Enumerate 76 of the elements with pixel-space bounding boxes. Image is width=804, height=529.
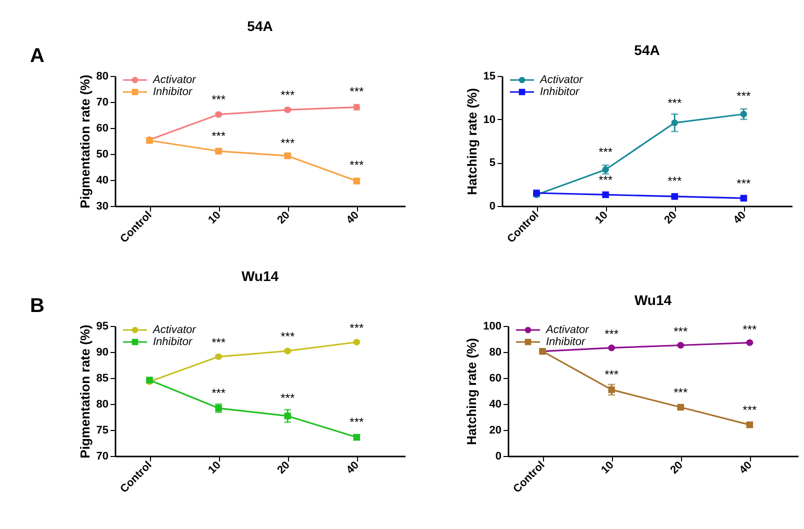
- x-tick-label: 10: [593, 209, 610, 226]
- y-tick-label: 60: [96, 122, 108, 134]
- chart-title: Wu14: [634, 292, 672, 308]
- annotation: ***: [350, 414, 364, 429]
- annotation: ***: [604, 326, 619, 341]
- legend-label: Inhibitor: [153, 336, 194, 348]
- chart-title: 54A: [247, 18, 273, 34]
- annotation: ***: [598, 172, 613, 187]
- annotation: ***: [212, 128, 226, 143]
- y-tick-label: 10: [483, 114, 496, 126]
- y-tick-label: 0: [489, 200, 496, 212]
- annotation: ***: [742, 322, 757, 337]
- y-axis-title: Pigmentation rate (%): [77, 324, 92, 458]
- y-tick-label: 60: [489, 372, 502, 384]
- annotation: ***: [280, 88, 295, 102]
- annotation: ***: [668, 174, 682, 188]
- x-tick-label: 20: [662, 209, 680, 226]
- legend-label: Activator: [545, 324, 590, 336]
- annotation: ***: [736, 88, 751, 103]
- y-tick-label: 0: [495, 450, 502, 462]
- y-tick-label: 75: [96, 424, 108, 436]
- annotation: ***: [598, 145, 613, 160]
- y-tick-label: 40: [489, 398, 502, 410]
- y-tick-label: 30: [96, 200, 108, 212]
- annotation: ***: [604, 367, 619, 382]
- annotation: ***: [742, 403, 757, 417]
- y-tick-label: 40: [96, 174, 108, 186]
- x-tick-label: 10: [599, 459, 616, 476]
- x-tick-label: 40: [344, 459, 362, 476]
- y-tick-label: 100: [483, 320, 502, 332]
- y-tick-label: 80: [489, 346, 502, 358]
- annotation: ***: [350, 84, 364, 99]
- annotation: ***: [350, 158, 364, 172]
- y-tick-label: 80: [96, 398, 108, 410]
- annotation: ***: [280, 391, 295, 406]
- x-tick-label: 20: [668, 459, 686, 476]
- legend-label: Inhibitor: [546, 336, 586, 348]
- chart-title: 54A: [634, 42, 660, 58]
- legend-label: Activator: [539, 74, 584, 86]
- y-tick-label: 85: [96, 372, 108, 384]
- y-tick-label: 70: [96, 450, 108, 462]
- x-tick-label: 20: [275, 209, 292, 226]
- annotation: ***: [212, 335, 226, 350]
- annotation: ***: [674, 385, 688, 400]
- annotation: ***: [674, 324, 688, 338]
- annotation: ***: [736, 176, 751, 190]
- chart-title: Wu14: [241, 268, 279, 284]
- text: A: [30, 45, 44, 67]
- legend-label: Inhibitor: [153, 86, 194, 98]
- legend-label: Activator: [152, 324, 198, 336]
- annotation: ***: [280, 136, 295, 150]
- legend-label: Inhibitor: [540, 86, 580, 98]
- y-tick-label: 15: [483, 70, 496, 82]
- x-tick-label: 20: [275, 459, 292, 476]
- text: B: [30, 295, 44, 317]
- y-tick-label: 50: [96, 148, 108, 160]
- y-axis-title: Hatching rate (%): [464, 88, 480, 195]
- y-tick-label: 20: [489, 424, 502, 436]
- y-tick-label: 95: [96, 320, 108, 332]
- x-tick-label: 40: [731, 209, 748, 226]
- x-tick-label: 10: [206, 209, 224, 226]
- annotation: ***: [212, 386, 226, 400]
- annotation: ***: [668, 96, 682, 110]
- annotation: ***: [212, 92, 226, 106]
- x-tick-label: 40: [737, 459, 754, 476]
- y-axis-title: Hatching rate (%): [464, 338, 480, 445]
- annotation: ***: [350, 320, 364, 335]
- y-tick-label: 90: [96, 346, 108, 358]
- annotation: ***: [280, 330, 295, 344]
- y-tick-label: 70: [96, 96, 108, 108]
- y-tick-label: 5: [489, 157, 496, 170]
- legend-label: Activator: [152, 74, 198, 86]
- x-tick-label: 10: [206, 459, 224, 476]
- y-tick-label: 80: [96, 70, 108, 82]
- y-axis-title: Pigmentation rate (%): [77, 74, 92, 208]
- x-tick-label: 40: [344, 209, 362, 226]
